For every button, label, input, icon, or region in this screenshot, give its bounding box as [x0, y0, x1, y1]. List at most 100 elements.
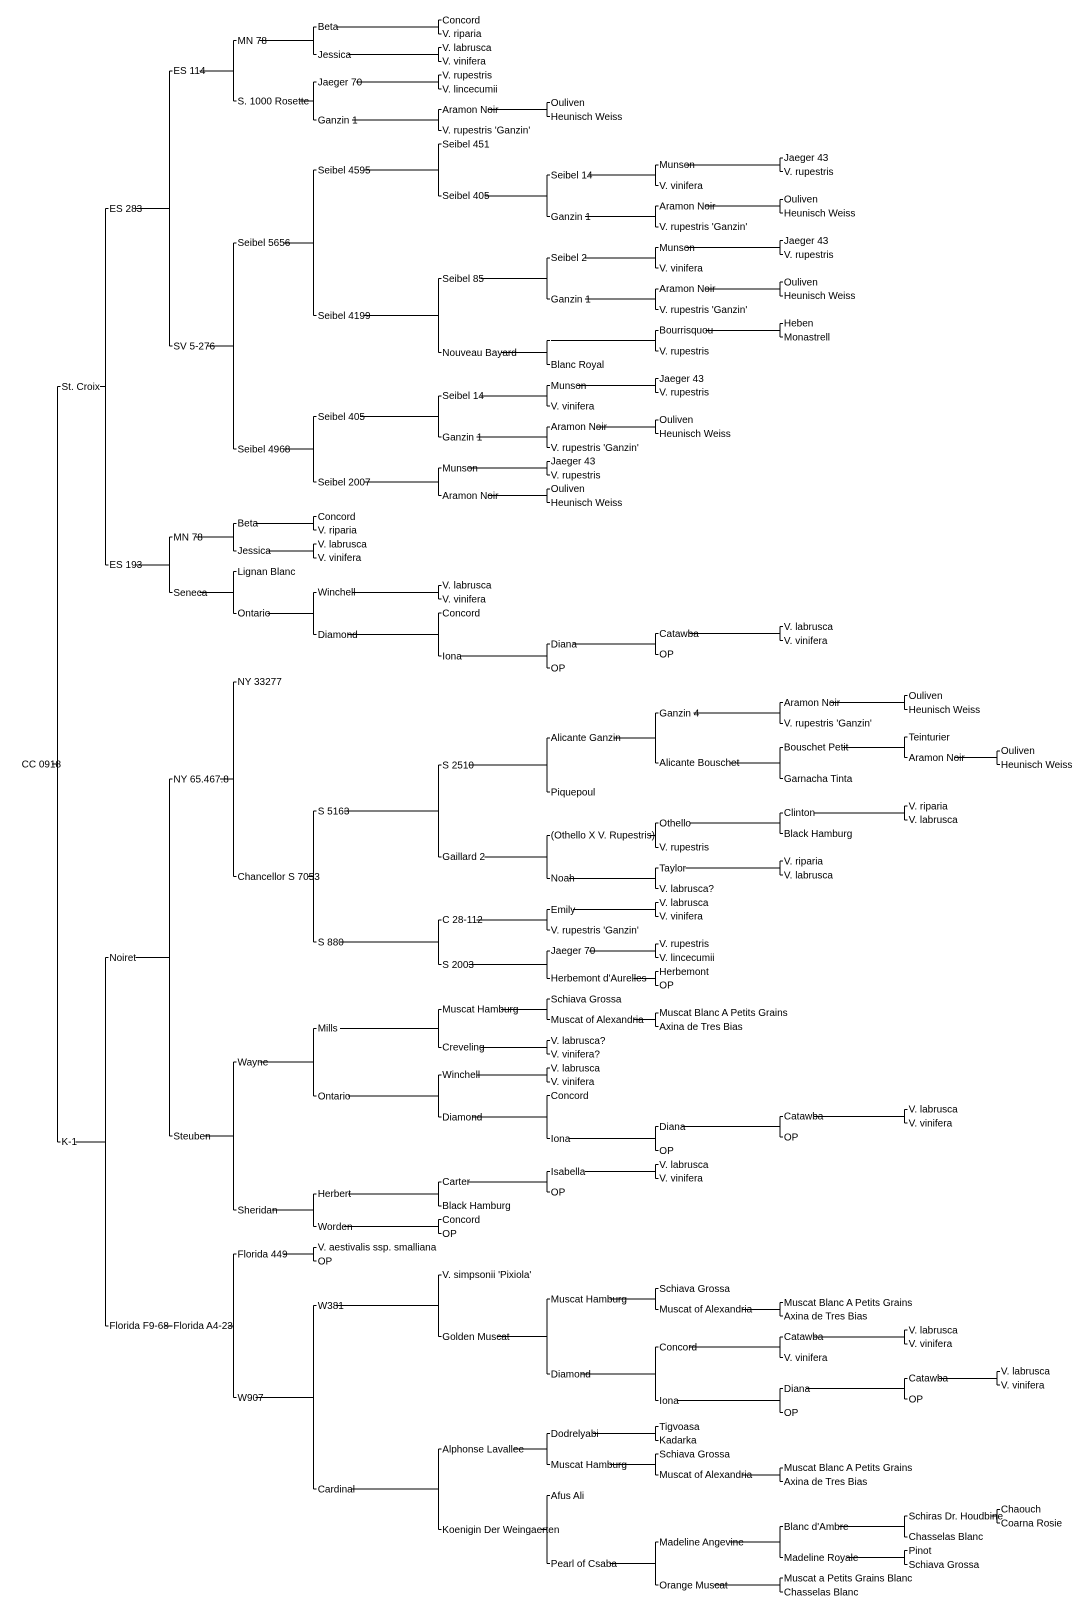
- cultivar-label: S. 1000 Rosette: [238, 96, 310, 107]
- cultivar-label: S 880: [318, 938, 345, 949]
- cultivar-label: V. simpsonii 'Pixiola': [442, 1270, 531, 1281]
- cultivar-label: Bouschet Petit: [784, 743, 849, 754]
- cultivar-label: Ouliven: [784, 277, 818, 288]
- cultivar-label: Jaeger 43: [659, 374, 704, 385]
- cultivar-label: Sheridan: [238, 1206, 278, 1217]
- cultivar-label: Jaeger 43: [784, 153, 829, 164]
- cultivar-label: Seibel 405: [318, 412, 366, 423]
- cultivar-label: V. labrusca: [442, 581, 492, 592]
- cultivar-label: C 28-112: [442, 915, 483, 926]
- cultivar-label: Muscat Hamburg: [442, 1005, 518, 1016]
- cultivar-label: Madeline Royale: [784, 1553, 859, 1564]
- cultivar-label: Herbemont d'Aurelles: [551, 974, 647, 985]
- cultivar-label: Aramon Noir: [784, 698, 841, 709]
- cultivar-label: Blanc d'Ambre: [784, 1522, 849, 1533]
- cultivar-label: Chancellor S 7053: [238, 872, 321, 883]
- cultivar-label: V. lincecumii: [442, 84, 497, 95]
- cultivar-label: ES 283: [109, 204, 142, 215]
- cultivar-label: Noah: [551, 874, 575, 885]
- cultivar-label: Axina de Tres Bias: [784, 1312, 867, 1323]
- cultivar-label: V. rupestris: [551, 470, 601, 481]
- cultivar-label: V. aestivalis ssp. smalliana: [318, 1243, 437, 1254]
- cultivar-label: Heunisch Weiss: [659, 429, 731, 440]
- cultivar-label: Emily: [551, 905, 575, 916]
- cultivar-label: Orange Muscat: [659, 1580, 728, 1591]
- cultivar-label: Concord: [442, 1215, 480, 1226]
- cultivar-label: OP: [551, 1187, 566, 1198]
- cultivar-label: Seibel 5656: [238, 238, 291, 249]
- cultivar-label: Ouliven: [1001, 746, 1035, 757]
- cultivar-label: V. vinifera: [659, 181, 703, 192]
- cultivar-label: V. labrusca: [909, 815, 959, 826]
- cultivar-label: Muscat Hamburg: [551, 1460, 627, 1471]
- cultivar-label: Kadarka: [659, 1436, 697, 1447]
- cultivar-label: V. labrusca: [909, 1325, 959, 1336]
- cultivar-label: OP: [551, 663, 566, 674]
- cultivar-label: Seibel 2: [551, 253, 588, 264]
- cultivar-label: Gaillard 2: [442, 852, 485, 863]
- cultivar-label: V. rupestris 'Ganzin': [551, 443, 639, 454]
- cultivar-label: V. labrusca: [659, 898, 709, 909]
- cultivar-label: Heunisch Weiss: [784, 208, 856, 219]
- cultivar-label: Alicante Bouschet: [659, 758, 739, 769]
- cultivar-label: Ganzin 1: [442, 433, 482, 444]
- cultivar-label: V. vinifera: [659, 264, 703, 275]
- cultivar-label: Blanc Royal: [551, 360, 604, 371]
- cultivar-label: Catawba: [784, 1112, 824, 1123]
- cultivar-label: Iona: [442, 651, 462, 662]
- cultivar-label: V. vinifera: [442, 57, 486, 68]
- cultivar-label: Muscat a Petits Grains Blanc: [784, 1574, 912, 1585]
- cultivar-label: Nouveau Bayard: [442, 348, 517, 359]
- cultivar-label: OP: [659, 981, 674, 992]
- cultivar-label: Diana: [784, 1384, 811, 1395]
- cultivar-label: Creveling: [442, 1043, 484, 1054]
- cultivar-label: V. rupestris 'Ganzin': [659, 222, 747, 233]
- cultivar-label: Concord: [551, 1091, 589, 1102]
- cultivar-label: Iona: [659, 1396, 679, 1407]
- cultivar-label: Concord: [442, 15, 480, 26]
- cultivar-label: V. labrusca: [318, 539, 368, 550]
- cultivar-label: Wayne: [238, 1058, 269, 1069]
- cultivar-label: V. rupestris: [659, 843, 709, 854]
- cultivar-label: Garnacha Tinta: [784, 774, 853, 785]
- cultivar-label: Pinot: [909, 1546, 932, 1557]
- cultivar-label: Alphonse Lavallee: [442, 1444, 524, 1455]
- cultivar-label: Black Hamburg: [442, 1201, 510, 1212]
- cultivar-label: Taylor: [659, 863, 686, 874]
- cultivar-label: Mills: [318, 1024, 338, 1035]
- cultivar-label: Seibel 451: [442, 139, 490, 150]
- cultivar-label: Cardinal: [318, 1485, 355, 1496]
- cultivar-label: Black Hamburg: [784, 829, 852, 840]
- cultivar-label: Jaeger 70: [551, 946, 596, 957]
- cultivar-label: Isabella: [551, 1167, 586, 1178]
- cultivar-label: Axina de Tres Bias: [784, 1477, 867, 1488]
- cultivar-label: Concord: [442, 608, 480, 619]
- cultivar-label: V. labrusca?: [659, 884, 714, 895]
- cultivar-label: Ganzin 4: [659, 708, 699, 719]
- cultivar-label: Aramon Noir: [551, 422, 608, 433]
- cultivar-label: MN 78: [238, 36, 268, 47]
- cultivar-label: V. rupestris 'Ganzin': [784, 719, 872, 730]
- cultivar-label: Noiret: [109, 953, 136, 964]
- cultivar-label: Chasselas Blanc: [909, 1532, 983, 1543]
- cultivar-label: V. vinifera: [909, 1119, 953, 1130]
- cultivar-label: Seibel 4968: [238, 445, 291, 456]
- cultivar-label: Teinturier: [909, 732, 951, 743]
- cultivar-label: Golden Muscat: [442, 1332, 509, 1343]
- cultivar-label: Othello: [659, 819, 691, 830]
- cultivar-label: Alicante Ganzin: [551, 733, 621, 744]
- cultivar-label: Beta: [238, 519, 259, 530]
- cultivar-label: Munson: [659, 160, 695, 171]
- cultivar-label: Diana: [659, 1122, 686, 1133]
- cultivar-label: Muscat of Alexandria: [659, 1470, 752, 1481]
- cultivar-label: MN 78: [173, 532, 203, 543]
- cultivar-label: Muscat Blanc A Petits Grains: [784, 1463, 912, 1474]
- cultivar-label: V. vinifera: [442, 595, 486, 606]
- cultivar-label: Pearl of Csaba: [551, 1559, 618, 1570]
- cultivar-label: V. rupestris: [659, 939, 709, 950]
- cultivar-label: V. rupestris: [659, 388, 709, 399]
- cultivar-label: V. rupestris: [659, 346, 709, 357]
- cultivar-label: V. riparia: [442, 29, 482, 40]
- cultivar-label: Heunisch Weiss: [1001, 760, 1073, 771]
